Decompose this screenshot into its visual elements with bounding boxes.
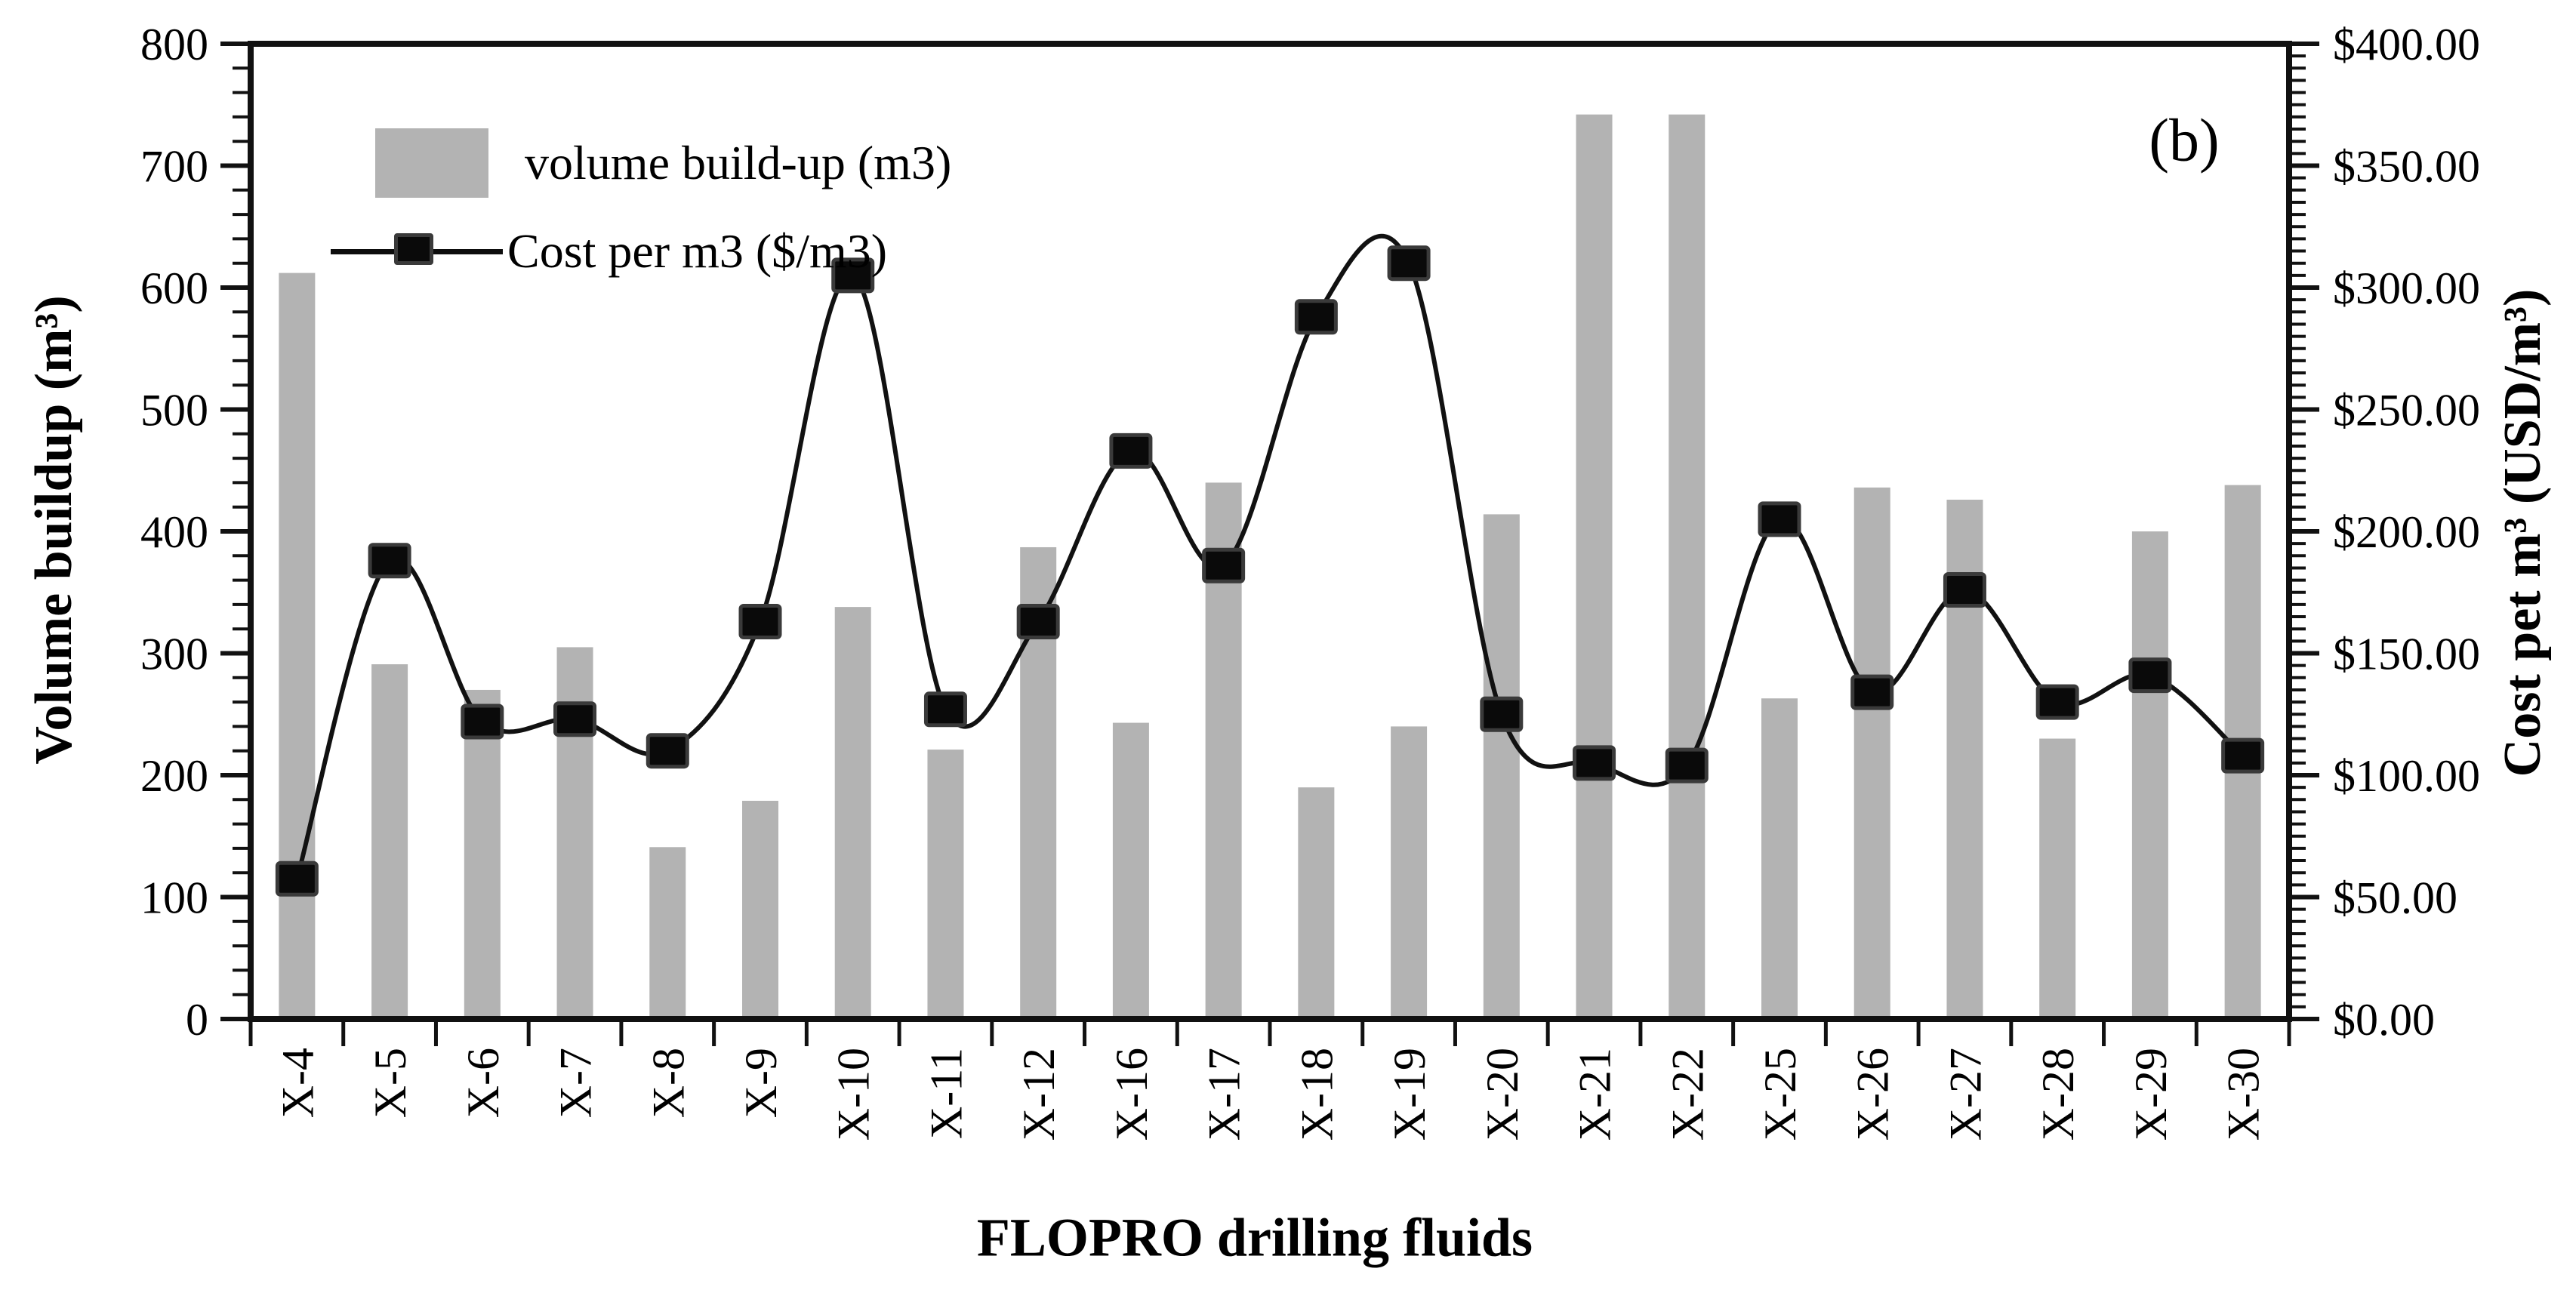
x-tick-label-X-21: X-21 [1570,1048,1620,1141]
x-tick-label-X-7: X-7 [551,1048,601,1118]
x-tick-label-X-16: X-16 [1107,1048,1157,1141]
right-axis-ticks [2289,42,2319,1021]
legend-entry-cost: Cost per m3 ($/m3) [331,217,887,286]
bar-X-25 [1761,698,1798,1019]
figure-panel-label: (b) [2149,107,2220,174]
right-tick-label: $100.00 [2333,751,2480,801]
left-tick-label: 200 [140,751,208,801]
x-tick-label-X-27: X-27 [1940,1048,1990,1141]
right-tick-labels: $400.00 $350.00 $300.00 $250.00 $200.00 $150.… [2333,20,2480,1045]
marker-X-28 [2035,684,2079,720]
left-tick-label: 500 [140,386,208,436]
marker-X-6 [461,703,504,740]
right-tick-label: $250.00 [2333,386,2480,436]
left-tick-label: 0 [186,995,208,1045]
legend-label-volume: volume build-up (m3) [525,136,952,189]
x-tick-label-X-9: X-9 [736,1048,786,1118]
cost-markers [275,245,2265,897]
marker-X-9 [738,604,782,640]
marker-X-11 [923,691,967,728]
right-tick-label: $0.00 [2333,995,2435,1045]
x-tick-label-X-17: X-17 [1200,1048,1249,1141]
bar-X-4 [279,272,316,1019]
legend-bar-swatch [375,128,488,198]
legend-line-marker-icon [331,217,503,286]
marker-X-8 [646,733,689,769]
bar-X-28 [2039,738,2076,1019]
marker-X-27 [1943,572,1986,608]
bar-X-10 [834,607,871,1019]
bar-X-22 [1669,114,1706,1019]
marker-X-25 [1758,501,1801,537]
legend-label-cost: Cost per m3 ($/m3) [507,224,888,278]
x-tick-label-X-29: X-29 [2126,1048,2176,1141]
bar-X-26 [1853,487,1890,1019]
marker-X-16 [1109,433,1153,469]
x-tick-labels: X-4 X-5 X-6 X-7 X-8 X-9 X-10 X-11 X-12 X-16 X-17 X-… [273,1048,2268,1141]
marker-X-5 [368,543,411,579]
x-tick-label-X-4: X-4 [273,1048,322,1118]
x-tick-label-X-8: X-8 [643,1048,693,1118]
left-tick-label: 700 [140,142,208,192]
x-tick-label-X-5: X-5 [365,1048,415,1118]
x-tick-label-X-30: X-30 [2219,1048,2269,1141]
marker-X-29 [2128,657,2172,694]
marker-X-21 [1573,745,1616,781]
x-tick-label-X-6: X-6 [458,1048,508,1118]
bar-X-19 [1391,726,1428,1019]
marker-X-12 [1016,604,1060,640]
right-tick-label: $150.00 [2333,630,2480,679]
left-axis-title: Volume buildup (m³) [25,295,83,765]
x-tick-label-X-18: X-18 [1292,1048,1342,1141]
right-tick-label: $50.00 [2333,873,2457,923]
bar-X-16 [1112,722,1149,1019]
right-tick-label: $300.00 [2333,263,2480,313]
marker-X-18 [1294,299,1338,335]
marker-X-17 [1202,547,1246,583]
x-axis-ticks [248,1019,2291,1046]
legend-entry-volume: volume build-up (m3) [375,128,951,198]
left-tick-label: 800 [140,20,208,69]
marker-X-4 [275,860,319,897]
bar-X-29 [2131,531,2168,1019]
marker-X-7 [553,701,597,737]
x-tick-label-X-22: X-22 [1662,1048,1712,1141]
left-tick-labels: 800 700 600 500 400 300 200 100 0 [140,20,208,1045]
marker-X-30 [2221,737,2265,774]
x-tick-label-X-11: X-11 [921,1048,971,1139]
marker-X-10 [831,257,875,294]
bar-X-18 [1298,787,1335,1019]
x-axis-title: FLOPRO drilling fluids [976,1207,1533,1268]
left-tick-label: 100 [140,873,208,923]
x-tick-label-X-10: X-10 [829,1048,879,1141]
marker-X-26 [1850,674,1894,710]
right-tick-label: $350.00 [2333,142,2480,192]
x-tick-label-X-19: X-19 [1385,1048,1434,1141]
left-tick-label: 400 [140,507,208,557]
left-axis-ticks [220,42,251,1021]
right-axis-title: Cost pet m³ (USD/m³) [2494,288,2552,777]
bar-X-21 [1576,114,1613,1019]
right-tick-label: $400.00 [2333,20,2480,69]
bar-X-9 [742,800,778,1019]
left-tick-label: 300 [140,630,208,679]
bar-X-5 [371,664,408,1019]
x-tick-label-X-12: X-12 [1014,1048,1064,1141]
x-tick-label-X-28: X-28 [2033,1048,2083,1141]
bar-X-6 [464,689,501,1019]
x-tick-label-X-20: X-20 [1478,1048,1527,1141]
x-tick-label-X-25: X-25 [1755,1048,1805,1141]
left-tick-label: 600 [140,263,208,313]
marker-X-19 [1387,245,1431,282]
bar-X-8 [649,847,686,1019]
x-tick-label-X-26: X-26 [1848,1048,1898,1141]
bar-X-11 [927,750,964,1019]
bar-X-20 [1483,514,1520,1019]
right-tick-label: $200.00 [2333,507,2480,557]
marker-X-20 [1480,696,1524,732]
marker-X-22 [1665,747,1709,783]
